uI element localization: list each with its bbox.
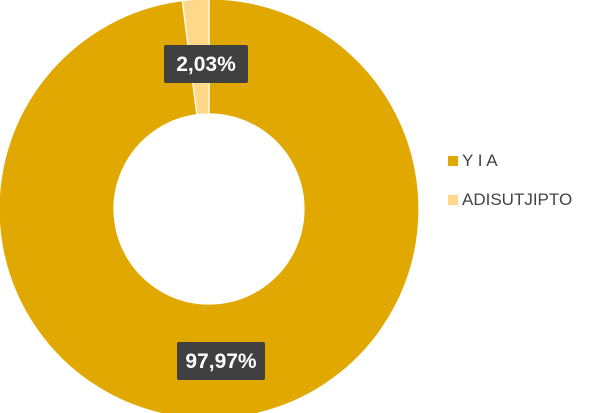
legend-label: Y I A bbox=[462, 151, 498, 170]
legend-label: ADISUTJIPTO bbox=[462, 190, 573, 209]
data-label-1: 2,03% bbox=[164, 45, 248, 83]
pie-slice-0 bbox=[0, 0, 420, 413]
legend-swatch bbox=[448, 195, 458, 205]
chart-data-labels: 97,97% 2,03% bbox=[164, 45, 265, 380]
data-label-text: 2,03% bbox=[176, 53, 236, 76]
legend-item-adisutjipto: ADISUTJIPTO bbox=[448, 188, 596, 212]
legend-swatch bbox=[448, 156, 458, 166]
chart-legend: Y I A ADISUTJIPTO bbox=[448, 149, 596, 227]
data-label-background bbox=[164, 45, 248, 83]
data-label-background bbox=[177, 342, 265, 380]
data-label-0: 97,97% bbox=[177, 342, 265, 380]
legend-item-yia: Y I A bbox=[448, 149, 596, 173]
data-label-text: 97,97% bbox=[185, 350, 257, 373]
